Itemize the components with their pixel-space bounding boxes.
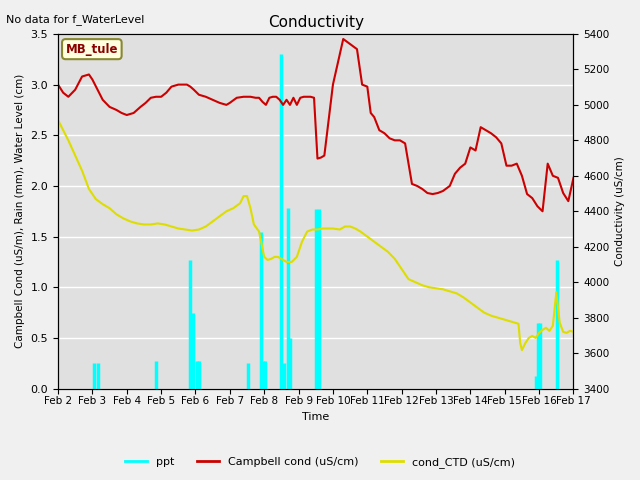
- Legend: ppt, Campbell cond (uS/cm), cond_CTD (uS/cm): ppt, Campbell cond (uS/cm), cond_CTD (uS…: [121, 452, 519, 472]
- Title: Conductivity: Conductivity: [268, 15, 364, 30]
- Y-axis label: Conductivity (uS/cm): Conductivity (uS/cm): [615, 156, 625, 266]
- Y-axis label: Campbell Cond (uS/m), Rain (mm), Water Level (cm): Campbell Cond (uS/m), Rain (mm), Water L…: [15, 74, 25, 348]
- Text: No data for f_WaterLevel: No data for f_WaterLevel: [6, 14, 145, 25]
- Text: MB_tule: MB_tule: [65, 43, 118, 56]
- X-axis label: Time: Time: [302, 412, 330, 422]
